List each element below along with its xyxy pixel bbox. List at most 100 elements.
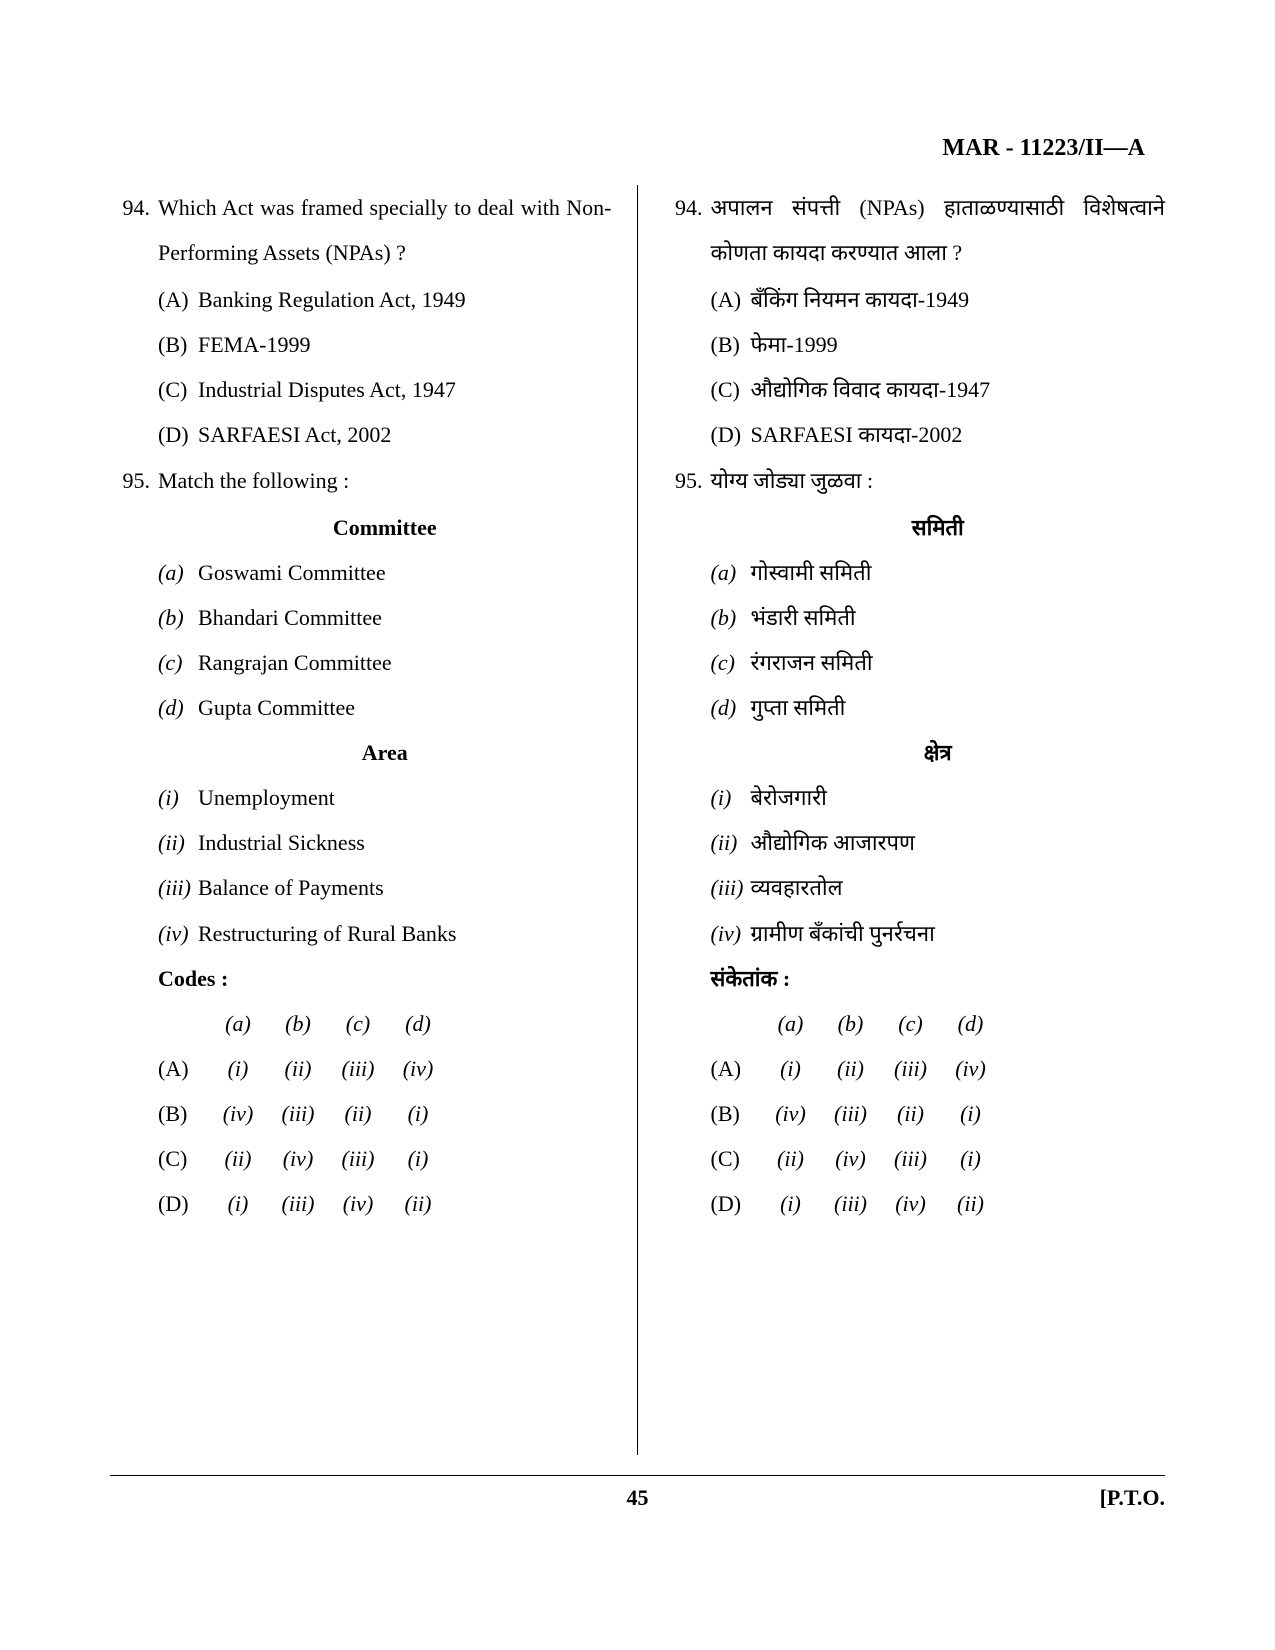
- question-number: 94.: [663, 185, 711, 275]
- question-number: 95.: [110, 458, 158, 503]
- option-label: (B): [158, 322, 198, 367]
- codes-cell: (iii): [328, 1136, 388, 1181]
- codes-cell: (ii): [268, 1046, 328, 1091]
- match-item-c: (c) Rangrajan Committee: [110, 640, 612, 685]
- exam-page: MAR - 11223/II—A 94. Which Act was frame…: [0, 0, 1275, 1650]
- match-item-i: (i) Unemployment: [110, 775, 612, 820]
- match-label: (iii): [711, 865, 751, 910]
- match-label: (c): [711, 640, 751, 685]
- codes-header: (a): [208, 1001, 268, 1046]
- codes-row-C: (C) (ii) (iv) (iii) (i): [711, 1136, 1166, 1181]
- option-A: (A) Banking Regulation Act, 1949: [110, 277, 612, 322]
- match-text: भंडारी समिती: [751, 595, 1166, 640]
- page-number: 45: [627, 1485, 649, 1511]
- question-text: Match the following :: [158, 458, 612, 503]
- codes-cell: (i): [388, 1136, 448, 1181]
- codes-cell: (i): [761, 1046, 821, 1091]
- match-item-b: (b) भंडारी समिती: [663, 595, 1166, 640]
- option-A: (A) बँकिंग नियमन कायदा-1949: [663, 277, 1166, 322]
- subheading-area: क्षेत्र: [663, 730, 1166, 775]
- match-label: (a): [158, 550, 198, 595]
- codes-header: (d): [941, 1001, 1001, 1046]
- match-label: (iv): [711, 911, 751, 956]
- codes-option-label: (C): [158, 1136, 208, 1181]
- codes-cell: (ii): [821, 1046, 881, 1091]
- match-item-a: (a) गोस्वामी समिती: [663, 550, 1166, 595]
- footer-divider: [110, 1475, 1165, 1476]
- match-item-ii: (ii) Industrial Sickness: [110, 820, 612, 865]
- column-marathi: 94. अपालन संपत्ती (NPAs) हाताळण्यासाठी व…: [638, 185, 1166, 1455]
- codes-cell: (ii): [761, 1136, 821, 1181]
- codes-header: (d): [388, 1001, 448, 1046]
- codes-cell: (i): [941, 1091, 1001, 1136]
- codes-header-row: (a) (b) (c) (d): [711, 1001, 1166, 1046]
- match-label: (ii): [711, 820, 751, 865]
- codes-header-row: (a) (b) (c) (d): [158, 1001, 612, 1046]
- codes-cell: (iii): [821, 1181, 881, 1226]
- match-text: गुप्ता समिती: [751, 685, 1166, 730]
- codes-row-B: (B) (iv) (iii) (ii) (i): [711, 1091, 1166, 1136]
- codes-cell: (i): [761, 1181, 821, 1226]
- codes-label: Codes :: [110, 956, 612, 1001]
- match-text: व्यवहारतोल: [751, 865, 1166, 910]
- match-text: Unemployment: [198, 775, 612, 820]
- codes-cell: (i): [388, 1091, 448, 1136]
- codes-option-label: (A): [711, 1046, 761, 1091]
- option-text: औद्योगिक विवाद कायदा-1947: [751, 367, 1166, 412]
- option-text: बँकिंग नियमन कायदा-1949: [751, 277, 1166, 322]
- codes-header: (a): [761, 1001, 821, 1046]
- match-text: Restructuring of Rural Banks: [198, 911, 612, 956]
- codes-option-label: (B): [158, 1091, 208, 1136]
- subheading-committee: Committee: [110, 505, 612, 550]
- option-C: (C) औद्योगिक विवाद कायदा-1947: [663, 367, 1166, 412]
- codes-row-A: (A) (i) (ii) (iii) (iv): [158, 1046, 612, 1091]
- match-text: Industrial Sickness: [198, 820, 612, 865]
- option-B: (B) फेमा-1999: [663, 322, 1166, 367]
- question-text: Which Act was framed specially to deal w…: [158, 185, 612, 275]
- codes-cell: (iv): [328, 1181, 388, 1226]
- codes-cell: (iv): [821, 1136, 881, 1181]
- codes-cell: (iii): [268, 1091, 328, 1136]
- match-item-iv: (iv) ग्रामीण बँकांची पुनर्रचना: [663, 911, 1166, 956]
- codes-cell: (iii): [328, 1046, 388, 1091]
- codes-cell: (iv): [388, 1046, 448, 1091]
- match-text: Balance of Payments: [198, 865, 612, 910]
- match-item-d: (d) गुप्ता समिती: [663, 685, 1166, 730]
- codes-cell: (iv): [881, 1181, 941, 1226]
- option-D: (D) SARFAESI Act, 2002: [110, 412, 612, 457]
- option-label: (B): [711, 322, 751, 367]
- codes-cell: (iv): [268, 1136, 328, 1181]
- codes-cell: (ii): [208, 1136, 268, 1181]
- option-label: (A): [711, 277, 751, 322]
- match-label: (b): [711, 595, 751, 640]
- match-text: औद्योगिक आजारपण: [751, 820, 1166, 865]
- option-label: (C): [711, 367, 751, 412]
- option-D: (D) SARFAESI कायदा-2002: [663, 412, 1166, 457]
- option-label: (D): [158, 412, 198, 457]
- codes-option-label: (D): [158, 1181, 208, 1226]
- codes-cell: (iv): [761, 1091, 821, 1136]
- option-text: SARFAESI Act, 2002: [198, 412, 612, 457]
- match-text: Bhandari Committee: [198, 595, 612, 640]
- codes-cell: (i): [208, 1046, 268, 1091]
- match-text: Goswami Committee: [198, 550, 612, 595]
- codes-cell: (i): [208, 1181, 268, 1226]
- question-95: 95. Match the following :: [110, 458, 612, 503]
- match-label: (iii): [158, 865, 198, 910]
- codes-cell: (iii): [268, 1181, 328, 1226]
- option-text: Industrial Disputes Act, 1947: [198, 367, 612, 412]
- match-text: Gupta Committee: [198, 685, 612, 730]
- match-text: ग्रामीण बँकांची पुनर्रचना: [751, 911, 1166, 956]
- codes-header: (b): [821, 1001, 881, 1046]
- codes-cell: (iv): [941, 1046, 1001, 1091]
- match-label: (b): [158, 595, 198, 640]
- codes-label: संकेतांक :: [663, 956, 1166, 1001]
- codes-header: (c): [881, 1001, 941, 1046]
- option-label: (A): [158, 277, 198, 322]
- codes-option-label: (B): [711, 1091, 761, 1136]
- codes-cell: (ii): [328, 1091, 388, 1136]
- codes-cell: (ii): [881, 1091, 941, 1136]
- option-label: (D): [711, 412, 751, 457]
- match-label: (iv): [158, 911, 198, 956]
- match-text: रंगराजन समिती: [751, 640, 1166, 685]
